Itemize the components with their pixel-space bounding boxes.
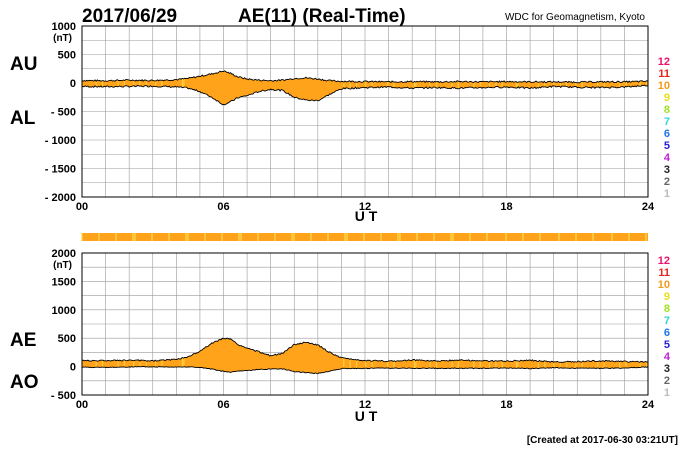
created-timestamp: [Created at 2017-06-30 03:21UT] <box>527 435 678 446</box>
station-count-10: 10 <box>658 80 670 92</box>
unit-label-top: (nT) <box>53 33 72 44</box>
station-count-5: 5 <box>664 140 670 152</box>
unit-label-bottom: (nT) <box>53 260 72 271</box>
x-tick-label: 12 <box>359 399 371 411</box>
station-count-9: 9 <box>664 92 670 104</box>
ae-label: AE <box>10 330 36 351</box>
y-tick-label: - 500 <box>51 107 76 119</box>
plot-frame <box>81 252 649 396</box>
date-title: 2017/06/29 <box>82 6 177 27</box>
station-count-11: 11 <box>658 267 670 279</box>
station-count-3: 3 <box>664 363 670 375</box>
series-ao-line <box>81 366 649 375</box>
series-ae-line <box>81 337 649 363</box>
strip-bar <box>82 233 648 241</box>
series-au-line <box>81 70 649 84</box>
x-tick-label: 18 <box>500 399 512 411</box>
y-tick-label: - 1000 <box>45 135 76 147</box>
x-tick-label: 24 <box>642 201 655 213</box>
x-tick-label: 00 <box>76 201 88 213</box>
x-tick-label: 06 <box>217 201 229 213</box>
station-count-11: 11 <box>658 68 670 80</box>
station-count-7: 7 <box>664 116 670 128</box>
y-tick-label: - 500 <box>51 390 76 402</box>
y-tick-label: - 1500 <box>45 164 76 176</box>
station-count-4: 4 <box>664 351 671 363</box>
y-tick-label: 500 <box>58 50 76 62</box>
station-count-1: 1 <box>664 387 670 399</box>
station-count-2: 2 <box>664 176 670 188</box>
x-axis-title-bottom: U T <box>355 408 378 424</box>
station-count-2: 2 <box>664 375 670 387</box>
y-tick-label: 500 <box>58 333 76 345</box>
station-count-5: 5 <box>664 339 670 351</box>
y-tick-label: 0 <box>70 78 76 90</box>
station-count-10: 10 <box>658 279 670 291</box>
x-axis-title-top: U T <box>355 208 378 224</box>
y-tick-label: 1000 <box>52 305 76 317</box>
station-count-4: 4 <box>664 152 671 164</box>
series-al-line <box>81 84 649 106</box>
station-count-7: 7 <box>664 315 670 327</box>
envelope-fill <box>82 338 648 374</box>
station-count-1: 1 <box>664 188 670 200</box>
au-label: AU <box>10 54 37 75</box>
station-count-6: 6 <box>664 327 670 339</box>
station-count-3: 3 <box>664 164 670 176</box>
station-count-6: 6 <box>664 128 670 140</box>
ao-label: AO <box>10 372 39 393</box>
station-count-8: 8 <box>664 303 670 315</box>
station-count-12: 12 <box>658 56 670 68</box>
y-tick-label: 1500 <box>52 276 76 288</box>
x-tick-label: 06 <box>217 399 229 411</box>
y-tick-label: - 2000 <box>45 192 76 204</box>
al-label: AL <box>10 108 36 129</box>
station-count-8: 8 <box>664 104 670 116</box>
x-tick-label: 00 <box>76 399 88 411</box>
station-availability-strip <box>81 233 648 241</box>
x-tick-label: 18 <box>500 201 512 213</box>
index-title: AE(11) (Real-Time) <box>238 6 406 27</box>
x-tick-label: 12 <box>359 201 371 213</box>
x-tick-label: 24 <box>642 399 655 411</box>
y-tick-label: 1000 <box>52 21 76 33</box>
y-tick-label: 2000 <box>52 248 76 260</box>
y-tick-label: 0 <box>70 362 76 374</box>
plot-frame <box>81 25 649 198</box>
station-count-9: 9 <box>664 291 670 303</box>
station-count-12: 12 <box>658 255 670 267</box>
source-label: WDC for Geomagnetism, Kyoto <box>505 12 645 23</box>
